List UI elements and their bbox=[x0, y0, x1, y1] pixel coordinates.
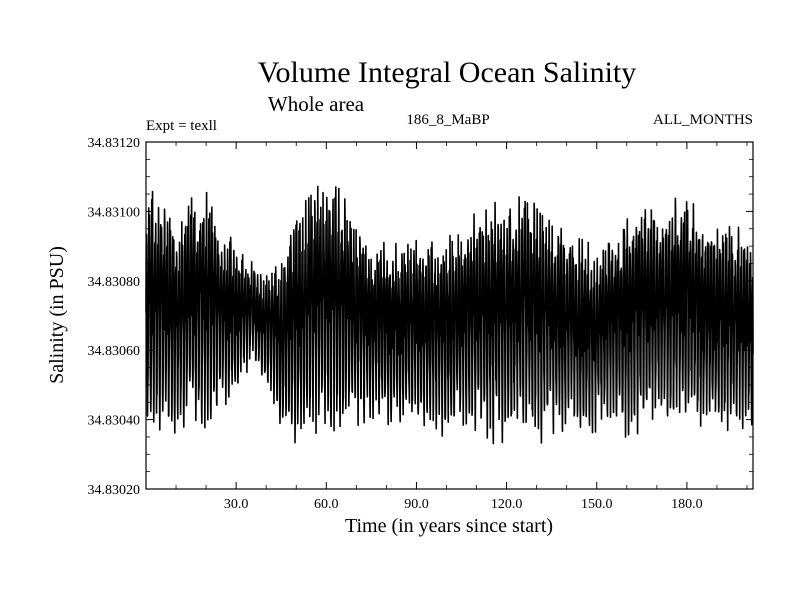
y-tick-label: 34.83020 bbox=[88, 483, 141, 498]
chart-title: Volume Integral Ocean Salinity bbox=[258, 56, 637, 89]
salinity-series bbox=[145, 185, 754, 445]
x-tick-label: 90.0 bbox=[404, 497, 429, 512]
y-axis-label: Salinity (in PSU) bbox=[46, 246, 68, 384]
run-label: 186_8_MaBP bbox=[406, 112, 489, 128]
x-tick-label: 30.0 bbox=[224, 497, 249, 512]
x-tick-label: 120.0 bbox=[491, 497, 523, 512]
y-tick-label: 34.83120 bbox=[88, 136, 141, 151]
y-axis-ticks: 34.83020 34.83040 34.83060 34.83080 34.83100… bbox=[88, 136, 753, 498]
x-tick-label: 60.0 bbox=[314, 497, 339, 512]
x-tick-label: 150.0 bbox=[581, 497, 613, 512]
y-tick-label: 34.83060 bbox=[88, 344, 141, 359]
chart-subtitle: Whole area bbox=[268, 92, 365, 116]
period-label: ALL_MONTHS bbox=[653, 112, 753, 128]
y-tick-label: 34.83040 bbox=[88, 414, 141, 429]
x-tick-label: 180.0 bbox=[671, 497, 703, 512]
y-tick-label: 34.83100 bbox=[88, 205, 141, 220]
plot-frame bbox=[145, 141, 754, 490]
y-tick-label: 34.83080 bbox=[88, 275, 141, 290]
experiment-label: Expt = texll bbox=[146, 118, 217, 134]
x-axis-label: Time (in years since start) bbox=[345, 515, 553, 537]
x-axis-ticks: 30.0 60.0 90.0 120.0 150.0 180.0 bbox=[175, 142, 748, 512]
salinity-line bbox=[145, 185, 754, 445]
